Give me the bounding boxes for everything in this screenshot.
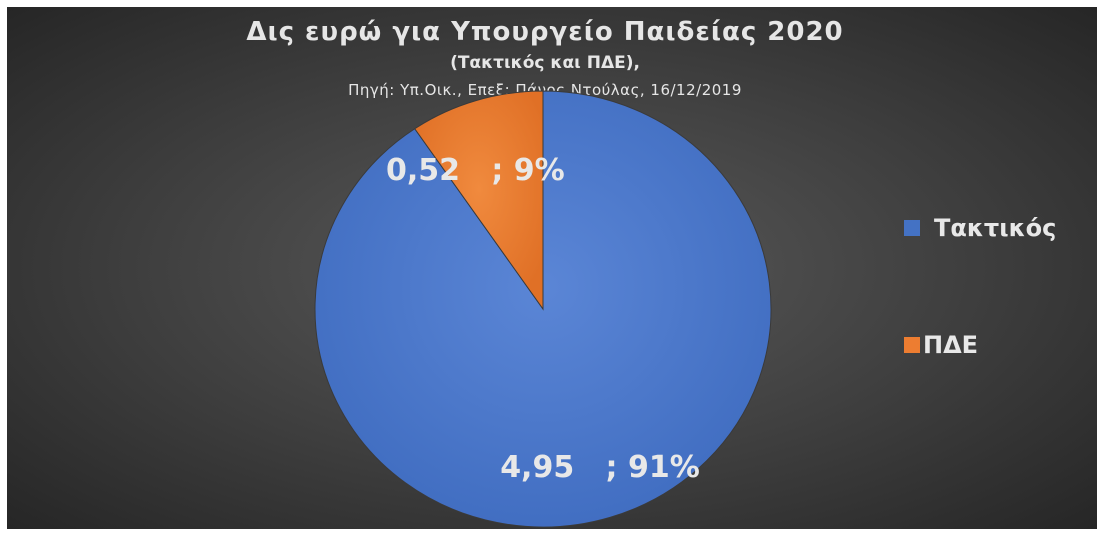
legend-label-pde: ΠΔΕ: [923, 331, 978, 359]
data-label-taktikos: 4,95 ; 91%: [500, 450, 700, 485]
chart-title: Δις ευρώ για Υπουργείο Παιδείας 2020: [246, 17, 843, 47]
legend: Τακτικός ΠΔΕ: [904, 214, 1056, 359]
pie-slice-pde: [414, 90, 544, 311]
chart-subtitle: (Τακτικός και ΠΔΕ),: [450, 53, 640, 73]
legend-label-taktikos: Τακτικός: [934, 214, 1056, 242]
legend-swatch-taktikos: [904, 220, 920, 236]
chart-source: Πηγή: Υπ.Οικ., Επεξ: Πάνος Ντούλας, 16/1…: [348, 81, 742, 99]
pie-data-labels: 4,95 ; 91% 0,52 ; 9%: [386, 153, 700, 485]
pie-slice-taktikos: [314, 90, 772, 528]
chart-area: Δις ευρώ για Υπουργείο Παιδείας 2020 (Τα…: [7, 7, 1097, 529]
pie-chart: Δις ευρώ για Υπουργείο Παιδείας 2020 (Τα…: [246, 17, 1056, 528]
data-label-pde: 0,52 ; 9%: [386, 153, 565, 188]
legend-swatch-pde: [904, 337, 920, 353]
pie-slices: [314, 90, 772, 528]
